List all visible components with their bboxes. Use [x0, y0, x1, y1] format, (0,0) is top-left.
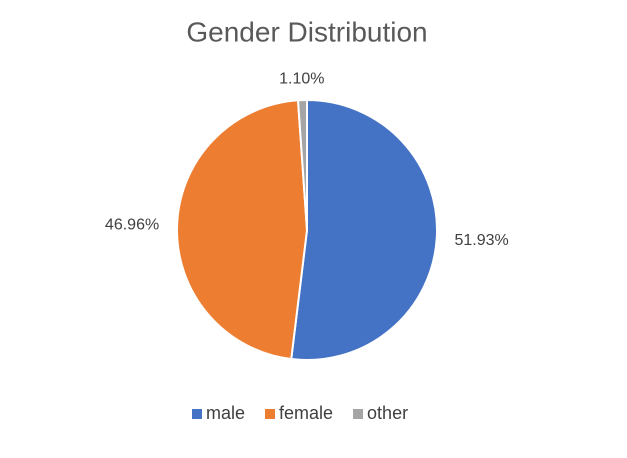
legend-swatch	[353, 409, 364, 419]
data-label: 1.10%	[279, 70, 324, 87]
pie-slice	[296, 98, 308, 231]
data-label: 51.93%	[454, 232, 508, 249]
chart-title: Gender Distribution	[186, 16, 427, 47]
legend-swatch	[265, 409, 276, 419]
legend-label: female	[279, 403, 333, 423]
data-label: 46.96%	[105, 217, 159, 234]
pie-slice	[176, 99, 309, 361]
legend-swatch	[192, 409, 202, 419]
legend-label: other	[367, 403, 408, 423]
legend-label: male	[206, 403, 245, 423]
pie-slice	[290, 98, 438, 361]
